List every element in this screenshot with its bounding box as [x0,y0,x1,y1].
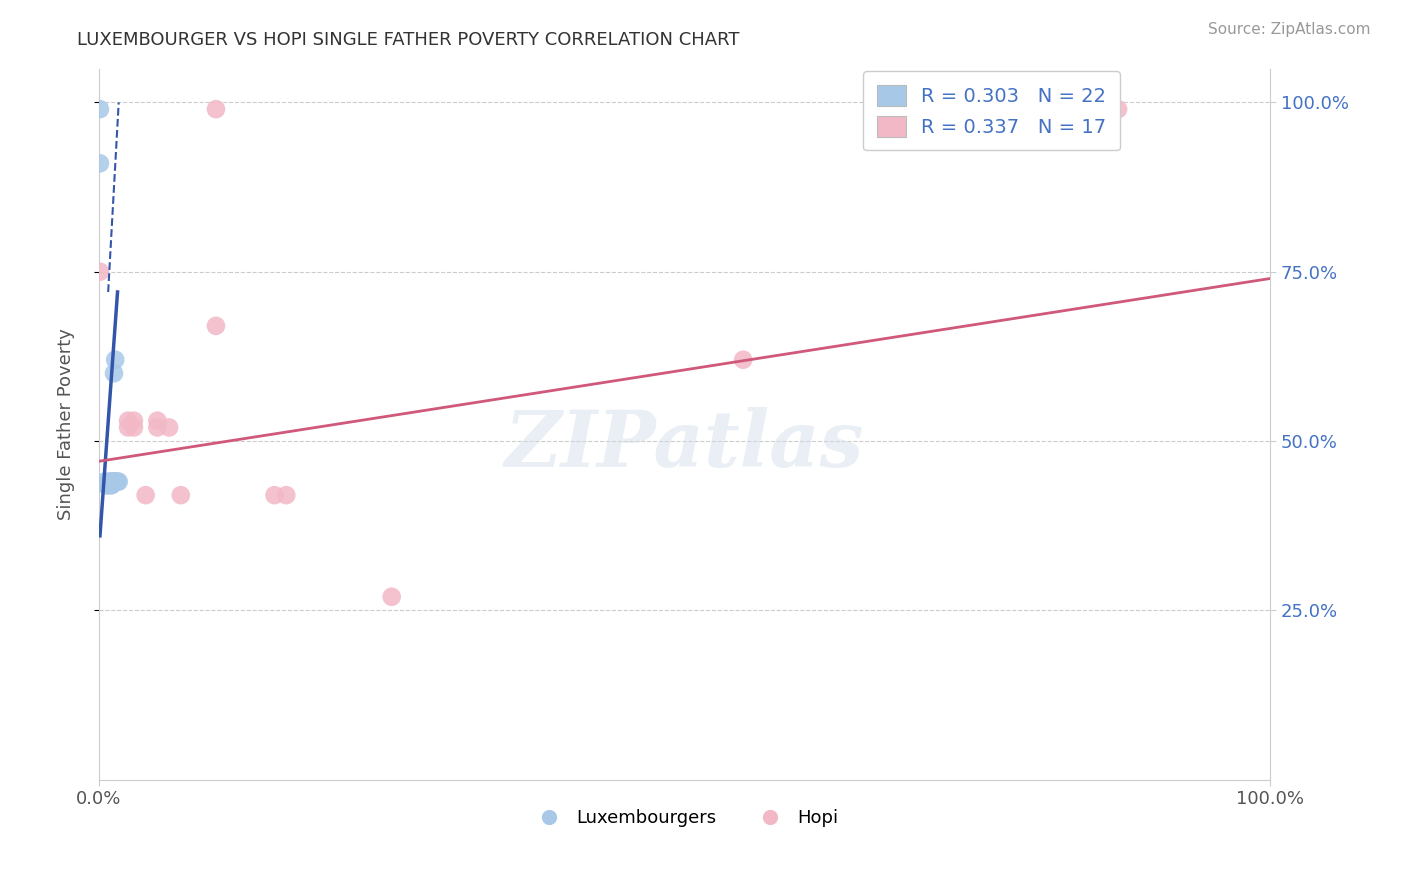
Point [205,318,228,333]
Point [103,366,125,380]
Point [205,102,228,116]
Text: ZIPatlas: ZIPatlas [505,407,865,483]
Point [89,102,111,116]
Point [733,352,755,367]
Point [96,478,118,492]
Point [104,352,127,367]
Point [101,475,124,489]
Point [146,414,169,428]
Point [105,475,128,489]
Point [98,478,121,492]
Point [157,420,180,434]
Point [107,475,129,489]
Point [107,475,129,489]
Point [89,265,111,279]
Text: Source: ZipAtlas.com: Source: ZipAtlas.com [1208,22,1371,37]
Text: LUXEMBOURGER VS HOPI SINGLE FATHER POVERTY CORRELATION CHART: LUXEMBOURGER VS HOPI SINGLE FATHER POVER… [77,31,740,49]
Point [100,475,122,489]
Point [100,478,122,492]
Point [1107,102,1129,116]
Point [276,488,298,502]
Point [89,156,111,170]
Point [263,488,285,502]
Y-axis label: Single Father Poverty: Single Father Poverty [58,328,75,520]
Point [93,475,115,489]
Point [104,475,127,489]
Point [135,488,157,502]
Point [381,590,404,604]
Point [103,475,125,489]
Point [100,478,122,492]
Point [94,478,117,492]
Point [170,488,193,502]
Point [117,420,139,434]
Point [98,475,121,489]
Point [101,475,124,489]
Point [146,420,169,434]
Point [122,420,145,434]
Point [96,478,118,492]
Point [100,478,122,492]
Point [117,414,139,428]
Legend: Luxembourgers, Hopi: Luxembourgers, Hopi [523,802,845,835]
Point [97,478,120,492]
Point [122,414,145,428]
